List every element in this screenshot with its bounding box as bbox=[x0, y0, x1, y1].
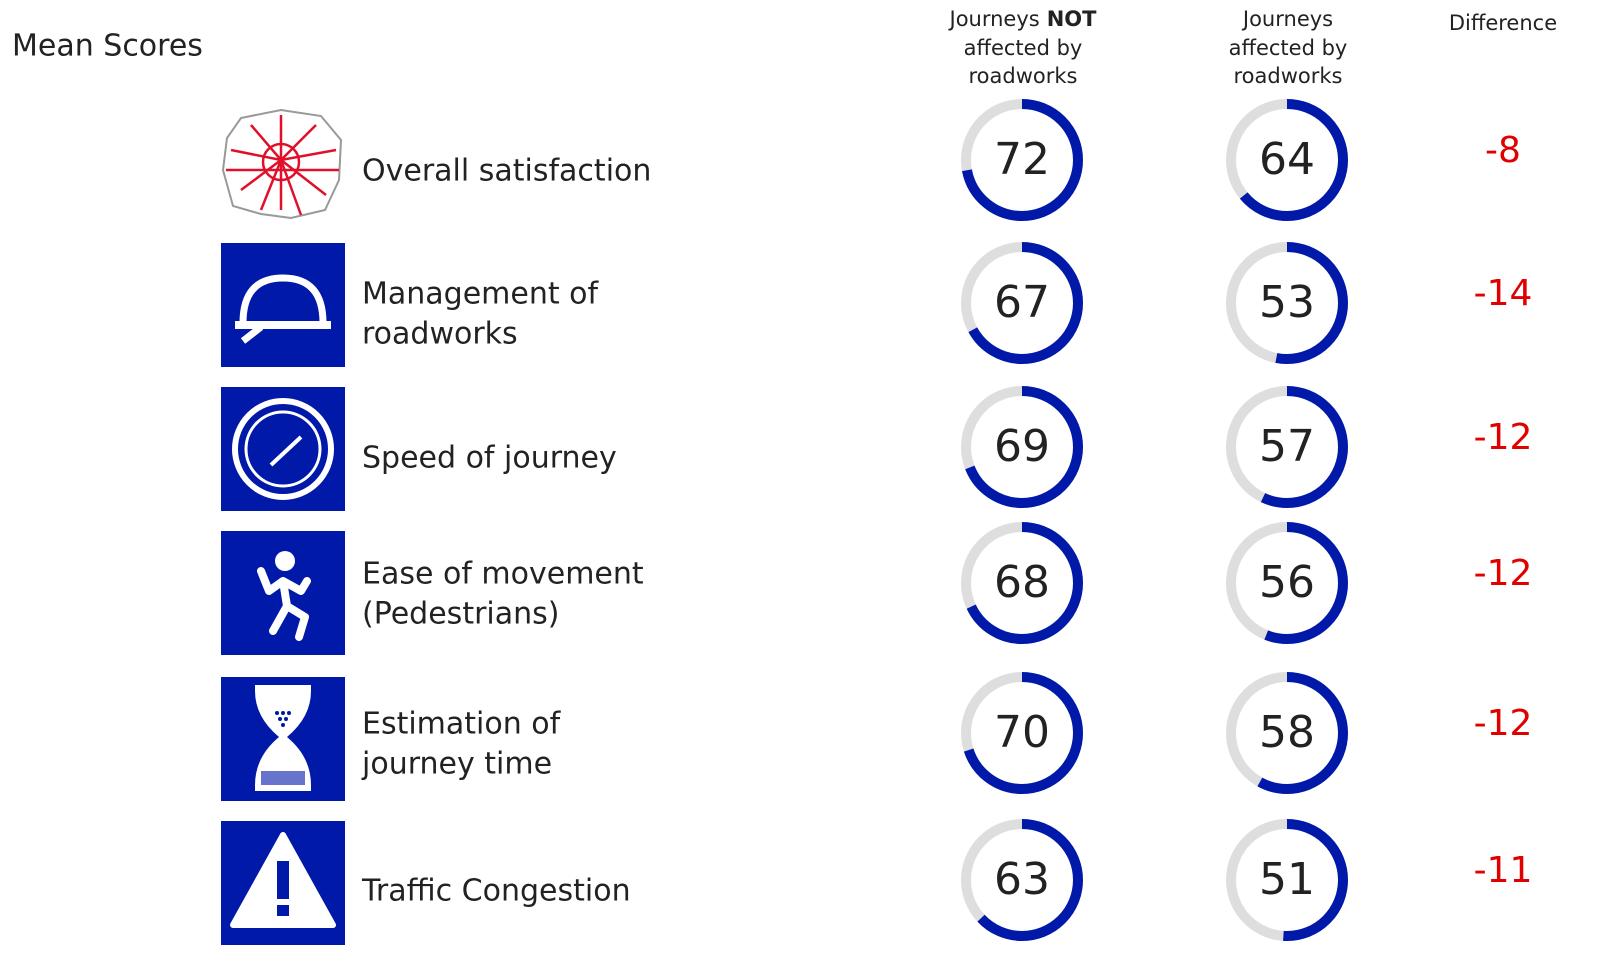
difference-value: -12 bbox=[1474, 417, 1533, 458]
column-header: roadworks bbox=[969, 64, 1078, 88]
gauge-arc bbox=[1226, 522, 1348, 644]
column-header: Journeys NOT bbox=[948, 7, 1098, 31]
gauge-value: 70 bbox=[994, 707, 1050, 758]
hourglass-icon bbox=[221, 677, 345, 801]
row-label: roadworks bbox=[362, 317, 518, 352]
gauge-arc bbox=[961, 242, 1083, 364]
difference-value: -12 bbox=[1474, 553, 1533, 594]
gauge-arc bbox=[1226, 672, 1348, 794]
gauge-value: 53 bbox=[1259, 277, 1315, 328]
column-header: affected by bbox=[964, 36, 1083, 60]
row-label: Ease of movement bbox=[362, 557, 644, 592]
gauge-value: 69 bbox=[994, 421, 1050, 472]
map-icon bbox=[221, 108, 343, 220]
difference-value: -12 bbox=[1474, 703, 1533, 744]
gauge-value: 64 bbox=[1259, 134, 1315, 185]
helmet-icon bbox=[221, 243, 345, 367]
gauge-arc bbox=[961, 99, 1083, 221]
speedometer-icon bbox=[221, 387, 345, 511]
row-label: Management of bbox=[362, 277, 600, 312]
gauge-value: 68 bbox=[994, 557, 1050, 608]
column-header: Journeys bbox=[1241, 7, 1333, 31]
difference-value: -11 bbox=[1474, 850, 1533, 891]
difference-value: -14 bbox=[1474, 273, 1533, 314]
difference-value: -8 bbox=[1485, 130, 1521, 171]
row-label: journey time bbox=[361, 747, 552, 782]
row-label: Speed of journey bbox=[362, 441, 617, 476]
gauge-arc bbox=[961, 672, 1083, 794]
gauge-arc bbox=[1226, 386, 1348, 508]
gauge-value: 56 bbox=[1259, 557, 1315, 608]
row-label: (Pedestrians) bbox=[362, 597, 559, 632]
gauge-arc bbox=[1226, 242, 1348, 364]
gauge-value: 58 bbox=[1259, 707, 1315, 758]
title: Mean Scores bbox=[12, 29, 203, 64]
header-text: Journeys bbox=[948, 7, 1040, 31]
warning-icon bbox=[221, 821, 345, 945]
gauge-value: 72 bbox=[994, 134, 1050, 185]
gauge-arc bbox=[1226, 99, 1348, 221]
gauge-arc bbox=[961, 386, 1083, 508]
column-header: affected by bbox=[1229, 36, 1348, 60]
column-header: roadworks bbox=[1234, 64, 1343, 88]
row-label: Traffic Congestion bbox=[361, 874, 631, 909]
gauge-value: 57 bbox=[1259, 421, 1315, 472]
gauge-value: 67 bbox=[994, 277, 1050, 328]
pedestrian-icon bbox=[221, 531, 345, 655]
row-label: Overall satisfaction bbox=[362, 154, 651, 189]
gauge-arc bbox=[1226, 819, 1348, 941]
gauge-value: 63 bbox=[994, 854, 1050, 905]
gauge-arc bbox=[961, 819, 1083, 941]
gauge-value: 51 bbox=[1259, 854, 1315, 905]
row-label: Estimation of bbox=[362, 707, 562, 742]
gauge-arc bbox=[961, 522, 1083, 644]
column-header: Difference bbox=[1449, 11, 1557, 35]
header-emphasis: NOT bbox=[1047, 7, 1097, 31]
